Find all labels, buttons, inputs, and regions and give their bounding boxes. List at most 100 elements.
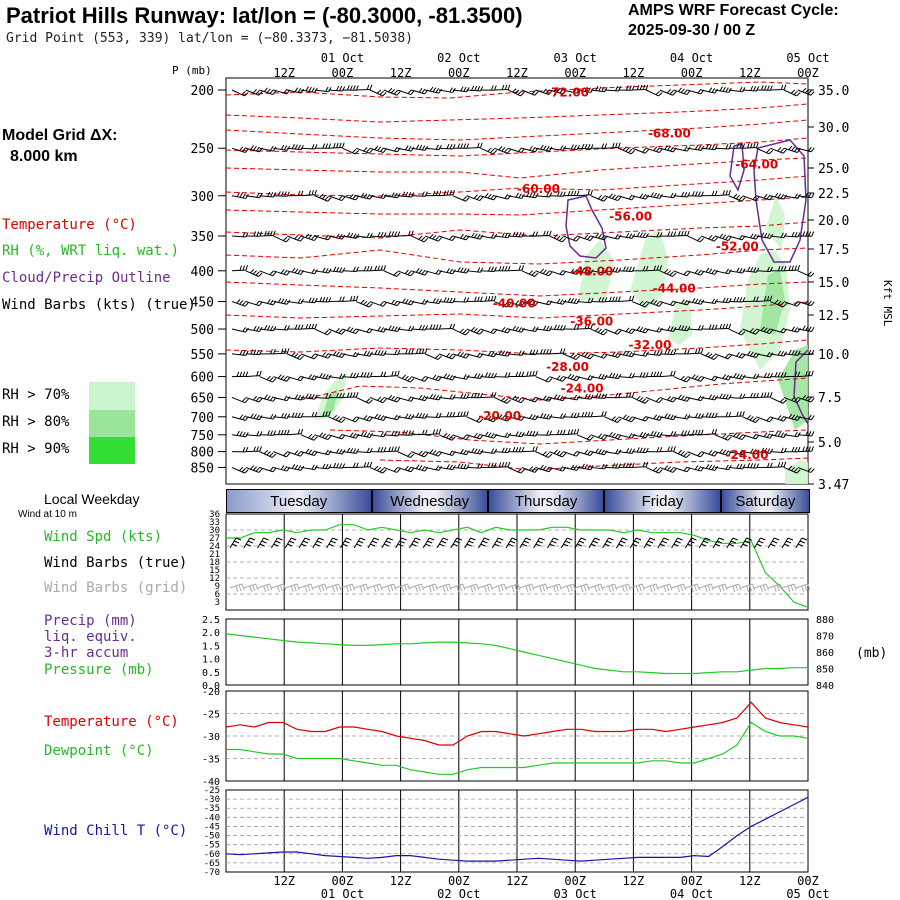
wind-barb [604,142,621,149]
wind-barb [535,376,553,383]
wind-barb [742,142,759,149]
wind-barb [314,463,332,470]
wind-barb-grid [685,583,700,593]
wind-barb-grid [340,583,355,593]
temperature-contour [225,281,809,297]
wind-barb [287,87,305,94]
wind-barb [411,429,428,436]
wind-barb [300,393,318,400]
wind-barb [342,447,360,454]
wind-ytick: 9 [215,582,220,592]
wind-barb-true [602,537,614,549]
wind-ytick: 15 [209,566,220,576]
wind-barb [645,299,663,307]
wind-barb [645,192,663,199]
wind-barb [576,267,594,275]
wind-barb [604,463,622,469]
temperature-contour-label: -72.00 [546,85,589,99]
legend-windchill: Wind Chill T (°C) [44,823,188,839]
top-hour-label: 12Z [273,66,295,80]
wind-barb [287,464,305,471]
wind-barb [797,192,815,199]
wind-barb [369,465,387,474]
wind-barb-true [657,537,669,549]
wind-barb [701,450,719,457]
pressure-tick-label: 450 [191,296,214,311]
wind-barb-grid [298,583,314,593]
wind-barb [632,300,649,308]
wind-barb-true [546,537,559,549]
wind-barb-grid [436,583,452,593]
wind-barb [645,414,663,421]
wind-barb [287,234,304,242]
windchill-ytick: -60 [204,850,220,860]
wind-barb-grid [367,583,383,593]
bottom-hour-label: 12Z [390,874,412,888]
temperature-contour-label: -40.00 [493,296,536,310]
page-title: Patriot Hills Runway: lat/lon = (-80.300… [6,3,523,28]
wind-barb [687,348,704,355]
top-hour-label: 12Z [506,66,528,80]
wind-barb-true [767,537,780,549]
wind-barb [438,268,456,275]
wind-barb [231,89,249,97]
wind-barb [715,411,732,418]
wind-barb [783,446,801,453]
wind-barb [259,349,276,355]
wind-barb-grid [395,583,411,593]
temperature-contour [225,247,809,265]
height-tick-label: 17.5 [818,243,849,258]
wind-barb [563,297,580,304]
wind-barb [645,466,663,474]
wind-barb [300,189,317,197]
wind-barb [769,397,787,404]
wind-barb [632,147,650,154]
windchill-series-line [225,796,809,862]
weekday-cell: Tuesday [227,490,373,512]
wind-barb [466,416,484,423]
wind-barb [328,233,346,240]
wind-barb [728,463,746,470]
pressure-tick-label: 400 [191,265,214,280]
wind-barb [355,397,373,404]
wind-barb [439,411,456,418]
wind-barb [383,370,400,378]
wind-barb-true [726,537,738,549]
wind-barb [259,270,277,277]
wind-barb [521,446,538,453]
wind-barb [549,375,567,382]
wind-barb [521,413,539,421]
temperature-contour-label: -36.00 [570,314,613,328]
wind-barb [245,465,263,473]
wind-barb [797,466,815,473]
wind-barb [549,429,566,436]
wind-barb [618,392,635,398]
wind-barb [756,147,774,155]
wind-barb [452,351,470,359]
wind-barb-true [574,537,587,549]
wind-barb [770,350,787,357]
wind-barb-grid [657,583,673,593]
wind-barb [300,233,318,242]
bottom-hour-label: 12Z [739,874,761,888]
wind-barb [314,143,332,149]
wind-barb [466,85,484,92]
wind-barb [369,145,387,154]
wind-barb [424,353,442,361]
wind-barb [563,464,581,471]
windchill-ytick: -25 [204,786,220,796]
wind-barb [673,230,690,237]
wind-barb [383,87,401,96]
wind-barb-true [795,537,807,549]
height-tick-label: 3.47 [818,478,849,493]
wind-barb [273,348,290,355]
wind-barb [521,466,539,473]
temperature-contour [225,119,809,141]
wind-barb-grid [519,583,535,593]
top-date-label: 01 Oct [321,51,364,65]
rh70-swatch [89,382,135,410]
wind-barb [659,268,677,277]
wind-barb [369,326,387,333]
wind-barb [645,89,663,97]
wind-barb [507,147,525,154]
